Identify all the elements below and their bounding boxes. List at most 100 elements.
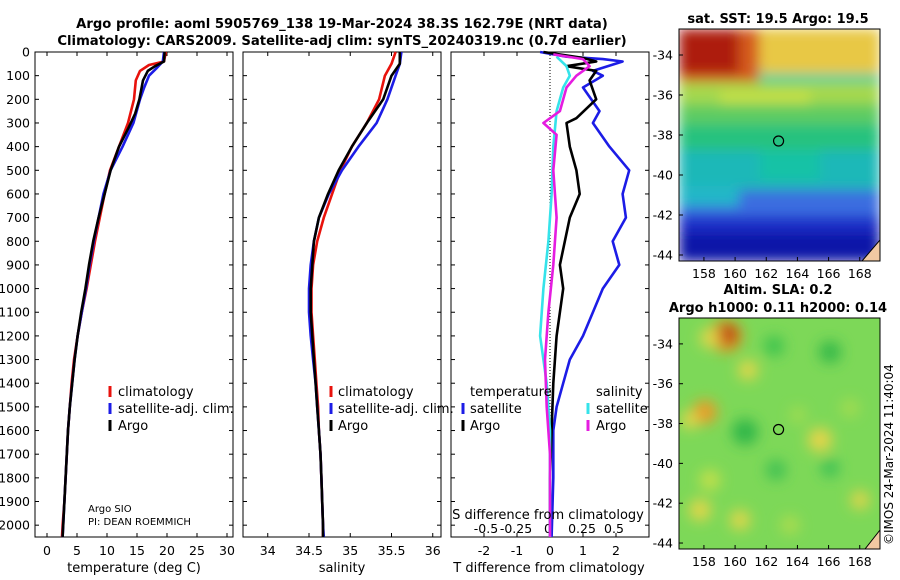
temperature-xlabel: temperature (deg C): [67, 561, 201, 576]
depth-tick-label: 1000: [0, 281, 30, 296]
profile-line-argo: [309, 52, 402, 537]
temperature-legend: climatology satellite-adj. clim. Argo: [108, 385, 234, 434]
legend-climatology-label: climatology: [338, 385, 414, 400]
depth-tick-label: 900: [6, 257, 30, 272]
credit-line2: PI: DEAN ROEMMICH: [88, 517, 191, 528]
depth-tick-label: 1400: [0, 376, 30, 391]
x-tick-label: 0: [546, 543, 554, 558]
legend-argo-label: Argo: [118, 419, 148, 434]
profile-line-climatology: [310, 51, 397, 537]
x-tick-label: 20: [159, 543, 175, 558]
lon-tick-label: 166: [817, 554, 841, 569]
figure-title-line1: Argo profile: aoml 5905769_138 19-Mar-20…: [76, 17, 608, 32]
lat-tick-label: -42: [653, 496, 673, 511]
profile-line-satellite-adj-clim-: [61, 51, 166, 538]
salinity-difference-tick-label: 0: [544, 521, 552, 536]
temperature-panel: 0100200300400500600700800900100011001200…: [0, 45, 235, 577]
lat-tick-label: -42: [653, 208, 673, 223]
difference-legend: temperature salinity satellite Argo sate…: [461, 385, 648, 434]
lat-tick-label: -38: [653, 128, 673, 143]
x-tick-label: 2: [612, 543, 620, 558]
depth-tick-label: 1300: [0, 352, 30, 367]
x-tick-label: 34: [260, 543, 276, 558]
salinity-legend: climatology satellite-adj. clim. Argo: [329, 385, 454, 434]
depth-tick-label: 600: [6, 186, 30, 201]
credit-line1: Argo SIO: [88, 504, 132, 515]
lon-tick-label: 160: [723, 266, 747, 281]
sst-field: [679, 29, 880, 261]
sla-map-title2: Argo h1000: 0.11 h2000: 0.14: [669, 301, 887, 316]
x-tick-label: -1: [511, 543, 523, 558]
x-tick-label: 35.5: [378, 543, 406, 558]
profile-line-satellite-adj-clim-: [307, 51, 403, 538]
depth-tick-label: 1800: [0, 470, 30, 485]
depth-tick-label: 400: [6, 139, 30, 154]
lon-tick-label: 164: [785, 266, 809, 281]
x-tick-label: 10: [99, 543, 115, 558]
x-tick-label: 15: [129, 543, 145, 558]
x-tick-label: 5: [73, 543, 81, 558]
difference-panel: -2 -1 0 1 2 -0.5 -0.25 0 0.25 0.5 S difference fr…: [450, 50, 650, 576]
x-tick-label: 1: [579, 543, 587, 558]
legend-t-satellite-label: satellite: [470, 402, 522, 417]
legend-satellite-label: satellite-adj. clim.: [338, 402, 454, 417]
sla-map: Altim. SLA: 0.2 Argo h1000: 0.11 h2000: …: [653, 283, 888, 569]
lon-tick-label: 162: [754, 266, 778, 281]
imos-timestamp: ©IMOS 24-Mar-2024 11:40:04: [882, 364, 896, 545]
lat-tick-label: -36: [653, 376, 673, 391]
depth-tick-label: 2000: [0, 518, 30, 533]
legend-satellite-label: satellite-adj. clim.: [118, 402, 234, 417]
depth-tick-label: 1700: [0, 447, 30, 462]
lon-tick-label: 164: [785, 554, 809, 569]
lat-tick-label: -34: [653, 336, 673, 351]
x-tick-label: 25: [189, 543, 205, 558]
depth-tick-label: 0: [22, 45, 30, 60]
lat-tick-label: -44: [653, 248, 673, 263]
lon-tick-label: 158: [692, 554, 716, 569]
legend-salinity-title: salinity: [596, 385, 643, 400]
lon-tick-label: 162: [754, 554, 778, 569]
depth-tick-label: 1900: [0, 494, 30, 509]
profile-line-s-argo: [542, 53, 591, 537]
salinity-xlabel: salinity: [319, 561, 366, 576]
depth-tick-label: 300: [6, 115, 30, 130]
sst-coastline-land: [861, 239, 880, 261]
x-tick-label: 34.5: [295, 543, 323, 558]
sla-map-frame: [678, 317, 881, 550]
depth-tick-label: 800: [6, 234, 30, 249]
x-tick-label: 30: [219, 543, 235, 558]
x-tick-label: -2: [478, 543, 490, 558]
sst-map: sat. SST: 19.5 Argo: 19.5: [653, 12, 881, 281]
sla-argo-marker: [772, 423, 785, 436]
salinity-panel: 34 34.5 35 35.5 36 salinity climatology sate…: [242, 51, 454, 576]
depth-tick-label: 700: [6, 210, 30, 225]
salinity-difference-axis-label: S difference from climatology: [452, 508, 644, 523]
depth-tick-label: 500: [6, 163, 30, 178]
temperature-difference-xlabel: T difference from climatology: [452, 561, 645, 576]
profile-line-climatology: [60, 51, 168, 538]
legend-s-satellite-label: satellite: [596, 402, 648, 417]
lon-tick-label: 168: [848, 554, 872, 569]
depth-tick-label: 100: [6, 68, 30, 83]
figure-title-line2: Climatology: CARS2009. Satellite-adj cli…: [57, 34, 626, 49]
x-tick-label: 35: [342, 543, 358, 558]
sla-field: [679, 318, 880, 549]
profile-line-argo: [61, 51, 166, 538]
legend-climatology-label: climatology: [118, 385, 194, 400]
salinity-difference-tick-label: 0.5: [604, 521, 624, 536]
depth-tick-label: 200: [6, 92, 30, 107]
salinity-difference-tick-label: -0.25: [500, 521, 532, 536]
salinity-difference-tick-label: 0.25: [568, 521, 596, 536]
depth-tick-label: 1200: [0, 328, 30, 343]
depth-tick-label: 1100: [0, 305, 30, 320]
salinity-plot-frame: [242, 51, 442, 538]
profile-line-t-satellite: [539, 50, 631, 538]
sst-map-title: sat. SST: 19.5 Argo: 19.5: [687, 12, 868, 27]
x-tick-label: 0: [43, 543, 51, 558]
depth-tick-label: 1500: [0, 399, 30, 414]
lat-tick-label: -44: [653, 536, 673, 551]
sst-argo-marker: [772, 135, 785, 147]
legend-temperature-title: temperature: [470, 385, 552, 400]
lon-tick-label: 166: [817, 266, 841, 281]
